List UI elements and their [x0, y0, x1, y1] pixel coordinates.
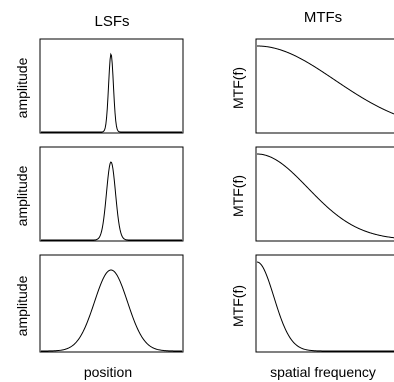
- lsf-curve-row3: [41, 269, 182, 352]
- lsf-ylabel-row1: amplitude: [14, 57, 30, 118]
- mtf-panel-row1-frame: [255, 38, 394, 134]
- lsf-panel-row2-frame: [39, 146, 184, 242]
- lsf-panel-row1-frame: [39, 38, 184, 134]
- mtf-curve-row2: [256, 153, 394, 239]
- mtf-panel-row2-frame: [255, 146, 394, 242]
- mtf-ylabel-row3: MTF(f): [230, 285, 246, 327]
- mtf-panel-row3-frame: [255, 254, 394, 353]
- lsf-column-title: LSFs: [94, 13, 129, 30]
- lsf-xlabel: position: [84, 364, 132, 380]
- mtf-ylabel-row2: MTF(f): [230, 175, 246, 217]
- lsf-panel-row3-frame: [39, 254, 184, 353]
- mtf-curve-row1: [257, 45, 394, 115]
- lsf-ylabel-row3: amplitude: [14, 275, 30, 336]
- mtf-xlabel: spatial frequency: [270, 364, 376, 380]
- mtf-column-title: MTFs: [304, 9, 342, 26]
- lsf-curve-row1: [41, 52, 182, 133]
- mtf-ylabel-row1: MTF(f): [230, 67, 246, 109]
- lsf-ylabel-row2: amplitude: [14, 165, 30, 226]
- mtf-curve-row3: [256, 261, 394, 352]
- lsf-curve-row2: [41, 161, 182, 241]
